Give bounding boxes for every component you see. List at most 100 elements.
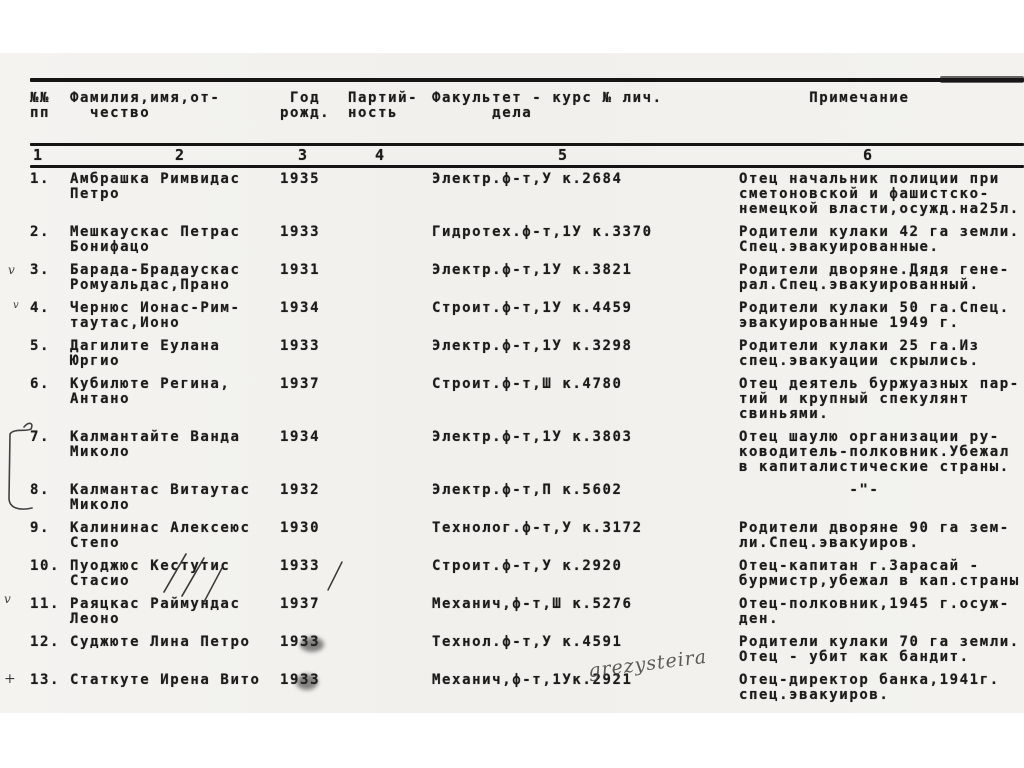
name-cell: Суджюте Лина Петро xyxy=(70,634,251,650)
table-body: 1. Амбрашка Римвидас Петро 1935 Электр.ф… xyxy=(30,172,1024,711)
name-cell: Раяцкас Раймундас Леоно xyxy=(70,596,241,627)
faculty-cell: Гидротех.ф-т,1У к.3370 xyxy=(432,224,653,240)
faculty-cell: Технолог.ф-т,У к.3172 xyxy=(432,520,643,536)
name-cell: Дагилите Еулана Юргио xyxy=(70,338,221,369)
row-number-cell: 13. xyxy=(30,672,61,688)
header-faculty: Факультет - курс № лич. дела xyxy=(432,90,663,121)
birth-year-cell: 1934 xyxy=(280,429,321,445)
handwritten-plus-row13: + xyxy=(4,671,16,687)
remark-cell: Отец шаулю организации ру- ководитель-по… xyxy=(739,429,1010,475)
table-row: 1. Амбрашка Римвидас Петро 1935 Электр.ф… xyxy=(30,172,1024,217)
row-number-cell: 4. xyxy=(30,300,51,316)
name-cell: Барада-Брадаускас Ромуальдас,Прано xyxy=(70,262,241,293)
row-number-cell: 8. xyxy=(30,482,51,498)
faculty-cell: Электр.ф-т,1У к.3803 xyxy=(432,429,633,445)
faculty-cell: Электр.ф-т,П к.5602 xyxy=(432,482,623,498)
table-row: 10. Пуоджюс Кестутис Стасио 1933 Строит.… xyxy=(30,559,1024,589)
party-cell xyxy=(348,430,432,475)
handwritten-checkmark-row3: v xyxy=(8,263,15,277)
table-row: 2. Мешкаускас Петрас Бонифацо 1933 Гидро… xyxy=(30,225,1024,255)
party-cell xyxy=(348,172,432,217)
birth-year-cell: 1937 xyxy=(280,596,321,612)
name-cell: Кубилюте Регина, Антано xyxy=(70,376,231,407)
birth-year-cell: 1930 xyxy=(280,520,321,536)
name-cell: Мешкаускас Петрас Бонифацо xyxy=(70,224,241,255)
header-party: Партий- ность xyxy=(348,90,419,121)
party-cell xyxy=(348,521,432,551)
table-row: 4. Чернюс Ионас-Рим- таутас,Ионо 1934 Ст… xyxy=(30,301,1024,331)
row-number-cell: 6. xyxy=(30,376,51,392)
handwritten-checkmark-row4: v xyxy=(13,300,19,311)
header-birth-year: Год рожд. xyxy=(280,90,331,121)
birth-year-cell: 1931 xyxy=(280,262,321,278)
handwritten-bracket-rows-7-8 xyxy=(8,422,33,510)
party-cell xyxy=(348,597,432,627)
name-cell: Калмантас Витаутас Миколо xyxy=(70,482,251,513)
row-number-cell: 1. xyxy=(30,171,51,187)
party-cell xyxy=(348,377,432,422)
faculty-cell: Электр.ф-т,1У к.3821 xyxy=(432,262,633,278)
header-remark: Примечание xyxy=(739,90,910,106)
name-cell: Статкуте Ирена Вито xyxy=(70,672,261,688)
party-cell xyxy=(348,673,432,703)
remark-cell: Отец начальник полиции при сметоновской … xyxy=(739,171,1020,217)
ink-blot xyxy=(296,674,318,690)
remark-cell: Родители кулаки 42 га земли. Спец.эвакуи… xyxy=(739,224,1020,255)
party-cell xyxy=(348,225,432,255)
remark-cell: Родители дворяне 90 га зем- ли.Спец.эвак… xyxy=(739,520,1010,551)
party-cell xyxy=(348,339,432,369)
row-number-cell: 10. xyxy=(30,558,61,574)
table-row: 5. Дагилите Еулана Юргио 1933 Электр.ф-т… xyxy=(30,339,1024,369)
party-cell xyxy=(348,263,432,293)
remark-cell: -"- xyxy=(739,482,880,498)
table-row: 3. Барада-Брадаускас Ромуальдас,Прано 19… xyxy=(30,263,1024,293)
table-row: 7. Калмантайте Ванда Миколо 1934 Электр.… xyxy=(30,430,1024,475)
birth-year-cell: 1935 xyxy=(280,171,321,187)
column-number: 2 xyxy=(175,146,186,164)
remark-cell: Родители дворяне.Дядя гене- рал.Спец.эва… xyxy=(739,262,1010,293)
remark-cell: Родители кулаки 70 га земли. Отец - убит… xyxy=(739,634,1020,665)
row-number-cell: 11. xyxy=(30,596,61,612)
row-number-cell: 3. xyxy=(30,262,51,278)
header-rule-upper xyxy=(30,143,1024,146)
column-number: 6 xyxy=(863,146,874,164)
birth-year-cell: 1932 xyxy=(280,482,321,498)
faculty-cell: Строит.ф-т,У к.2920 xyxy=(432,558,623,574)
birth-year-cell: 1934 xyxy=(280,300,321,316)
column-number-band: 1 2 3 4 5 6 xyxy=(30,146,1024,164)
column-number: 3 xyxy=(298,146,309,164)
faculty-cell: Строит.ф-т,1У к.4459 xyxy=(432,300,633,316)
party-cell xyxy=(348,559,432,589)
column-number: 4 xyxy=(375,146,386,164)
name-cell: Чернюс Ионас-Рим- таутас,Ионо xyxy=(70,300,241,331)
remark-cell: Родители кулаки 25 га.Из спец.эвакуации … xyxy=(739,338,980,369)
party-cell xyxy=(348,635,432,665)
handwritten-checkmark-row11: v xyxy=(4,592,11,606)
ink-smudge xyxy=(940,76,1024,83)
row-number-cell: 5. xyxy=(30,338,51,354)
row-number-cell: 7. xyxy=(30,429,51,445)
header-number: №№ пп xyxy=(30,90,51,121)
name-cell: Калининас Алексеюс Степо xyxy=(70,520,251,551)
remark-cell: Отец-капитан г.Зарасай - бурмистр,убежал… xyxy=(739,558,1020,589)
party-cell xyxy=(348,301,432,331)
table-row: 11. Раяцкас Раймундас Леоно 1937 Механич… xyxy=(30,597,1024,627)
table-row: 12. Суджюте Лина Петро 1933 Технол.ф-т,У… xyxy=(30,635,1024,665)
handwritten-strokes-row10 xyxy=(163,553,343,603)
party-cell xyxy=(348,483,432,513)
header-name: Фамилия,имя,от- чество xyxy=(70,90,221,121)
row-number-cell: 2. xyxy=(30,224,51,240)
ink-blot xyxy=(300,637,324,652)
remark-cell: Отец деятель буржуазных пар- тий и крупн… xyxy=(739,376,1020,422)
faculty-cell: Технол.ф-т,У к.4591 xyxy=(432,634,623,650)
column-number: 5 xyxy=(558,146,569,164)
name-cell: Пуоджюс Кестутис Стасио xyxy=(70,558,231,589)
row-number-cell: 12. xyxy=(30,634,61,650)
faculty-cell: Механич,ф-т,Ш к.5276 xyxy=(432,596,633,612)
table-row: 9. Калининас Алексеюс Степо 1930 Техноло… xyxy=(30,521,1024,551)
header-rule-lower xyxy=(30,165,1024,168)
birth-year-cell: 1933 xyxy=(280,338,321,354)
birth-year-cell: 1933 xyxy=(280,224,321,240)
table-row: 8. Калмантас Витаутас Миколо 1932 Электр… xyxy=(30,483,1024,513)
table-row: 13. Статкуте Ирена Вито 1933 Механич,ф-т… xyxy=(30,673,1024,703)
